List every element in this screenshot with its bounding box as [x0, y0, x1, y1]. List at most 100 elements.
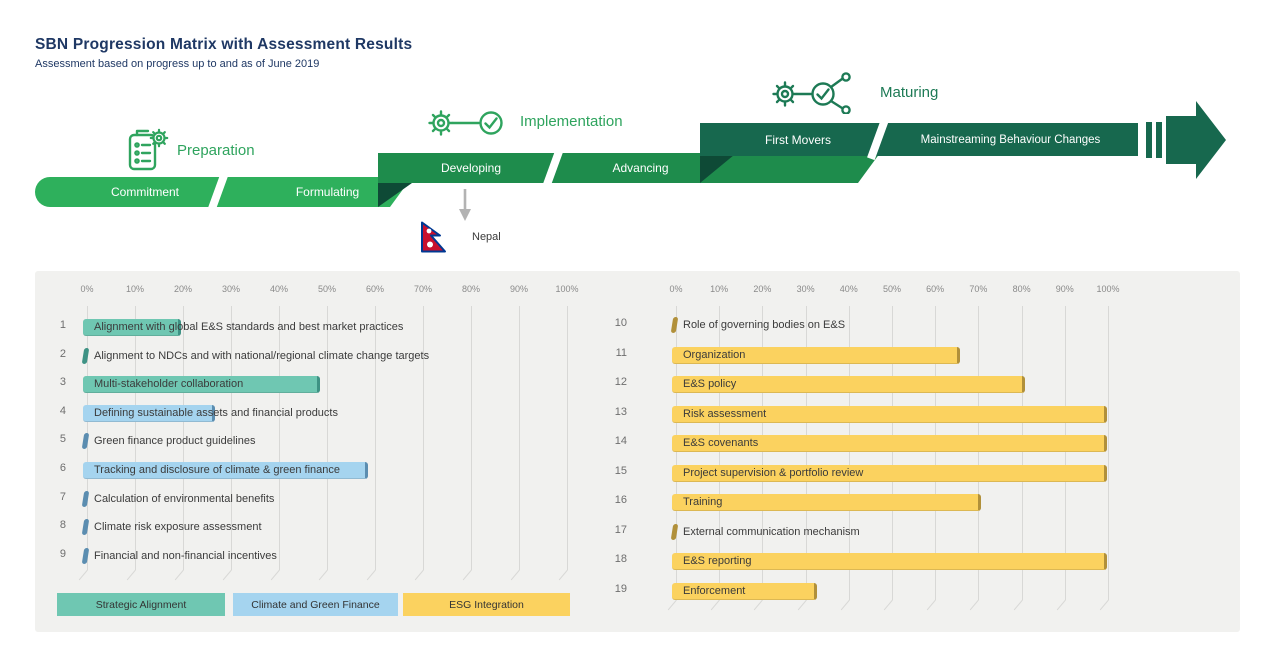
bar-row-18: [672, 553, 1107, 571]
gridline: [805, 306, 807, 600]
legend-item-climate-green-finance: Climate and Green Finance: [233, 593, 398, 616]
row-number: 1: [59, 319, 66, 331]
stage-label-maturing: Maturing: [880, 84, 939, 101]
gridline: [567, 306, 568, 570]
gridline-tail: [840, 599, 850, 611]
gridline-tail: [414, 569, 424, 581]
row-number: 18: [614, 553, 627, 566]
gridline: [1064, 306, 1066, 600]
row-number: 4: [59, 404, 66, 417]
bar-label: Climate risk exposure assessment: [94, 521, 262, 534]
bar-label: Training: [683, 496, 723, 509]
bar-label: External communication mechanism: [683, 525, 860, 538]
down-arrow-icon: [458, 189, 472, 227]
gridline: [848, 306, 850, 600]
gridline: [231, 306, 232, 570]
gridline-tail: [558, 569, 568, 581]
row-number: 11: [615, 346, 627, 359]
band-maturing: First Movers Mainstreaming Behaviour Cha…: [700, 123, 1138, 156]
bar-row-4: [83, 404, 215, 422]
gridline-tail: [970, 599, 980, 611]
bar-label: E&S policy: [683, 378, 737, 391]
gridline: [719, 306, 721, 600]
gridline-tail: [126, 569, 136, 581]
gridline-tail: [797, 599, 807, 611]
bar-row-8: [81, 519, 90, 536]
gridline-tail: [78, 569, 88, 581]
axis-tick-label: 70%: [413, 284, 432, 294]
gridline: [327, 306, 328, 570]
bar-label: Enforcement: [683, 584, 746, 597]
arrow-separator-bar: [1146, 122, 1152, 158]
gridline: [935, 306, 937, 600]
row-number: 7: [59, 490, 66, 503]
gridline: [183, 306, 184, 570]
segment-advancing: Advancing: [612, 161, 669, 175]
axis-tick-label: 80%: [461, 284, 480, 294]
ribbon-fold: [378, 183, 412, 207]
axis-tick-label: 90%: [1055, 284, 1074, 294]
axis-tick-label: 20%: [173, 284, 192, 294]
gridline-tail: [710, 599, 721, 611]
checklist-gear-icon: [126, 126, 170, 174]
gridline-tail: [1099, 599, 1109, 611]
gridline: [978, 306, 980, 600]
axis-tick-label: 30%: [221, 284, 240, 294]
bar-row-19: [672, 582, 818, 600]
bar-label: Green finance product guidelines: [94, 435, 256, 448]
row-number: 2: [59, 347, 66, 360]
gear-network-icon: [770, 70, 864, 115]
bar-row-7: [81, 490, 90, 507]
bar-row-10: [670, 317, 679, 333]
row-number: 19: [614, 582, 627, 595]
axis-tick-label: 100%: [1096, 284, 1120, 294]
bar-row-13: [672, 405, 1107, 423]
bar-row-15: [672, 464, 1107, 482]
bar-row-5: [81, 433, 90, 450]
row-number: 17: [614, 523, 627, 536]
segment-first-movers: First Movers: [765, 132, 831, 147]
gridline-tail: [667, 599, 677, 611]
bar-label: Alignment with global E&S standards and …: [94, 321, 404, 333]
gridline-tail: [366, 569, 376, 581]
axis-tick-label: 60%: [365, 284, 384, 294]
gridline-tail: [318, 569, 328, 581]
bar-row-12: [672, 376, 1025, 394]
gridline: [519, 306, 520, 570]
bar-row-6: [83, 462, 369, 479]
gear-check-icon: [426, 106, 510, 140]
gridline-tail: [174, 569, 184, 581]
gridline-tail: [270, 569, 280, 581]
bar-row-1: [83, 319, 182, 336]
axis-tick-label: 40%: [839, 284, 858, 294]
bar-row-17: [670, 523, 679, 540]
bar-label: Role of governing bodies on E&S: [683, 319, 846, 331]
segment-formulating: Formulating: [295, 185, 360, 199]
bar-label: Risk assessment: [683, 407, 767, 420]
gridline-tail: [222, 569, 232, 581]
gridline: [135, 306, 136, 570]
row-number: 10: [614, 317, 627, 329]
bar-label: E&S reporting: [683, 555, 752, 568]
gridline: [279, 306, 280, 570]
row-number: 3: [59, 376, 66, 389]
chart-panel: 0% 10% 20% 30% 40% 50% 60% 70% 80% 90% 100% 1 Alignm…: [35, 271, 1240, 632]
row-number: 16: [614, 494, 627, 507]
gridline-tail: [754, 599, 764, 611]
page-subtitle: Assessment based on progress up to and a…: [35, 58, 320, 70]
band-implementation: Developing Advancing: [378, 153, 880, 183]
axis-tick-label: 0%: [80, 284, 94, 294]
axis-tick-label: 60%: [926, 284, 945, 294]
bar-label: Multi-stakeholder collaboration: [94, 378, 244, 391]
page-title: SBN Progression Matrix with Assessment R…: [35, 36, 413, 53]
axis-tick-label: 20%: [753, 284, 772, 294]
row-number: 12: [614, 376, 627, 389]
gridline: [892, 306, 893, 600]
bar-label: Defining sustainable assets and financia…: [94, 406, 338, 419]
legend-item-strategic-alignment: Strategic Alignment: [57, 593, 225, 616]
axis-tick-label: 10%: [125, 284, 144, 294]
bar-label: Organization: [683, 348, 746, 361]
gridline: [762, 306, 764, 600]
axis-tick-label: 30%: [796, 284, 815, 294]
bar-label: Tracking and disclosure of climate & gre…: [94, 464, 340, 476]
